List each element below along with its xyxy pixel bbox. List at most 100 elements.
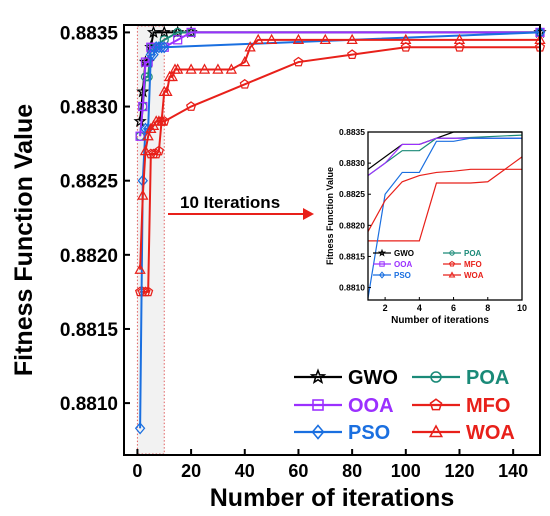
inset-series-ooa bbox=[367, 137, 522, 177]
inset-legend-label: POA bbox=[464, 249, 482, 258]
data-point-woa bbox=[139, 144, 152, 156]
data-point-mfo bbox=[239, 78, 250, 89]
arrow-head-icon bbox=[303, 208, 314, 220]
inset-legend-label: GWO bbox=[394, 249, 414, 258]
data-point-woa bbox=[185, 63, 197, 74]
data-point-woa bbox=[252, 33, 264, 45]
inset-plot-area bbox=[367, 131, 523, 299]
legend-marker-ooa bbox=[312, 399, 324, 411]
legend-label-woa: WOA bbox=[466, 422, 515, 444]
data-point-woa bbox=[292, 33, 305, 45]
series-woa bbox=[134, 33, 546, 274]
data-point-woa bbox=[453, 33, 466, 45]
inset-y-tick-label: 0.8815 bbox=[339, 251, 365, 261]
data-point-pso bbox=[145, 48, 157, 61]
data-point-ooa bbox=[143, 57, 153, 67]
data-point-woa bbox=[239, 55, 251, 67]
inset-y-tick-label: 0.8820 bbox=[339, 220, 365, 230]
data-point-woa bbox=[166, 70, 178, 82]
legend-marker-poa bbox=[430, 371, 442, 383]
series-gwo bbox=[133, 25, 547, 128]
data-point-gwo bbox=[146, 25, 161, 39]
data-point-pso bbox=[159, 41, 170, 54]
inset-legend-marker bbox=[379, 261, 385, 267]
data-point-mfo bbox=[347, 49, 358, 60]
data-point-woa bbox=[137, 189, 149, 200]
inset-y-axis-label: Fitness Function Value bbox=[325, 167, 335, 265]
data-point-woa bbox=[142, 130, 154, 141]
legend-marker-pso bbox=[311, 424, 325, 440]
inset-background bbox=[368, 132, 522, 300]
x-tick-label: 60 bbox=[288, 461, 308, 481]
series-line-pso bbox=[139, 31, 541, 429]
inset-x-tick-label: 2 bbox=[383, 303, 388, 313]
inset-series-line-mfo bbox=[368, 168, 522, 242]
main-plot-area bbox=[133, 25, 547, 435]
inset-series-mfo bbox=[368, 168, 522, 242]
x-tick-label: 20 bbox=[181, 461, 201, 481]
data-point-mfo bbox=[185, 101, 197, 111]
data-point-woa bbox=[265, 33, 278, 45]
data-point-woa bbox=[145, 122, 157, 134]
inset-x-tick-label: 4 bbox=[417, 303, 422, 313]
x-axis-label: Number of iterations bbox=[210, 484, 454, 512]
x-tick-label: 140 bbox=[498, 461, 528, 481]
annotation-text: 10 Iterations bbox=[180, 193, 280, 212]
y-axis-label: Fitness Function Value bbox=[10, 104, 38, 376]
inset-y-tick-label: 0.8825 bbox=[339, 189, 365, 199]
legend-marker-mfo bbox=[429, 398, 443, 411]
y-tick-label: 0.8820 bbox=[60, 246, 118, 267]
x-tick-label: 120 bbox=[444, 461, 474, 481]
data-point-ooa bbox=[138, 101, 148, 112]
legend-label-poa: POA bbox=[466, 367, 509, 389]
inset-legend-marker bbox=[377, 248, 387, 257]
inset-legend-label: PSO bbox=[394, 271, 411, 280]
inset-legend-marker bbox=[378, 271, 386, 279]
legend: GWO POA OOA MFO PSO WOA bbox=[294, 367, 515, 444]
y-tick-label: 0.8835 bbox=[60, 23, 119, 44]
data-point-woa bbox=[346, 33, 358, 45]
data-point-mfo bbox=[400, 41, 411, 52]
legend-marker-gwo bbox=[309, 368, 327, 385]
legend-label-ooa: OOA bbox=[348, 395, 394, 417]
data-point-woa bbox=[212, 63, 224, 74]
legend-label-mfo: MFO bbox=[466, 395, 510, 417]
x-tick-label: 80 bbox=[342, 461, 362, 481]
data-point-gwo bbox=[157, 25, 171, 39]
inset-legend-marker bbox=[449, 260, 455, 267]
inset-series-line-pso bbox=[367, 137, 522, 299]
data-point-pso bbox=[140, 122, 151, 135]
data-point-woa bbox=[161, 85, 173, 96]
data-point-mfo bbox=[143, 286, 154, 297]
y-tick-label: 0.8815 bbox=[60, 320, 119, 341]
data-point-woa bbox=[134, 263, 146, 274]
data-point-mfo bbox=[153, 145, 165, 156]
inset-frame bbox=[367, 131, 523, 301]
data-point-mfo bbox=[293, 56, 304, 67]
inset-legend: GWO POA OOA MFO PSO WOA bbox=[373, 248, 484, 280]
data-point-woa bbox=[244, 41, 256, 52]
inset-series-pso bbox=[367, 137, 522, 299]
plot-frame bbox=[123, 24, 541, 456]
data-point-woa bbox=[319, 33, 331, 45]
data-point-pso bbox=[134, 422, 146, 435]
data-point-gwo bbox=[133, 114, 147, 128]
inset-x-axis-label: Number of iterations bbox=[391, 315, 489, 326]
data-point-mfo bbox=[454, 41, 465, 52]
inset-legend-label: WOA bbox=[464, 271, 484, 280]
inset-y-tick-label: 0.8830 bbox=[339, 158, 365, 168]
inset-legend-marker bbox=[449, 250, 455, 256]
data-point-pso bbox=[156, 41, 167, 54]
legend-label-gwo: GWO bbox=[348, 367, 398, 389]
inset-legend-marker bbox=[448, 271, 456, 278]
data-point-woa bbox=[172, 63, 184, 74]
data-point-ooa bbox=[173, 35, 183, 45]
legend-marker-woa bbox=[428, 424, 444, 438]
x-tick-label: 0 bbox=[132, 461, 142, 481]
y-tick-label: 0.8830 bbox=[60, 98, 118, 119]
inset-series-line-ooa bbox=[367, 137, 522, 177]
data-point-ooa bbox=[186, 27, 196, 38]
x-tick-label: 40 bbox=[235, 461, 255, 481]
data-point-woa bbox=[400, 33, 412, 45]
